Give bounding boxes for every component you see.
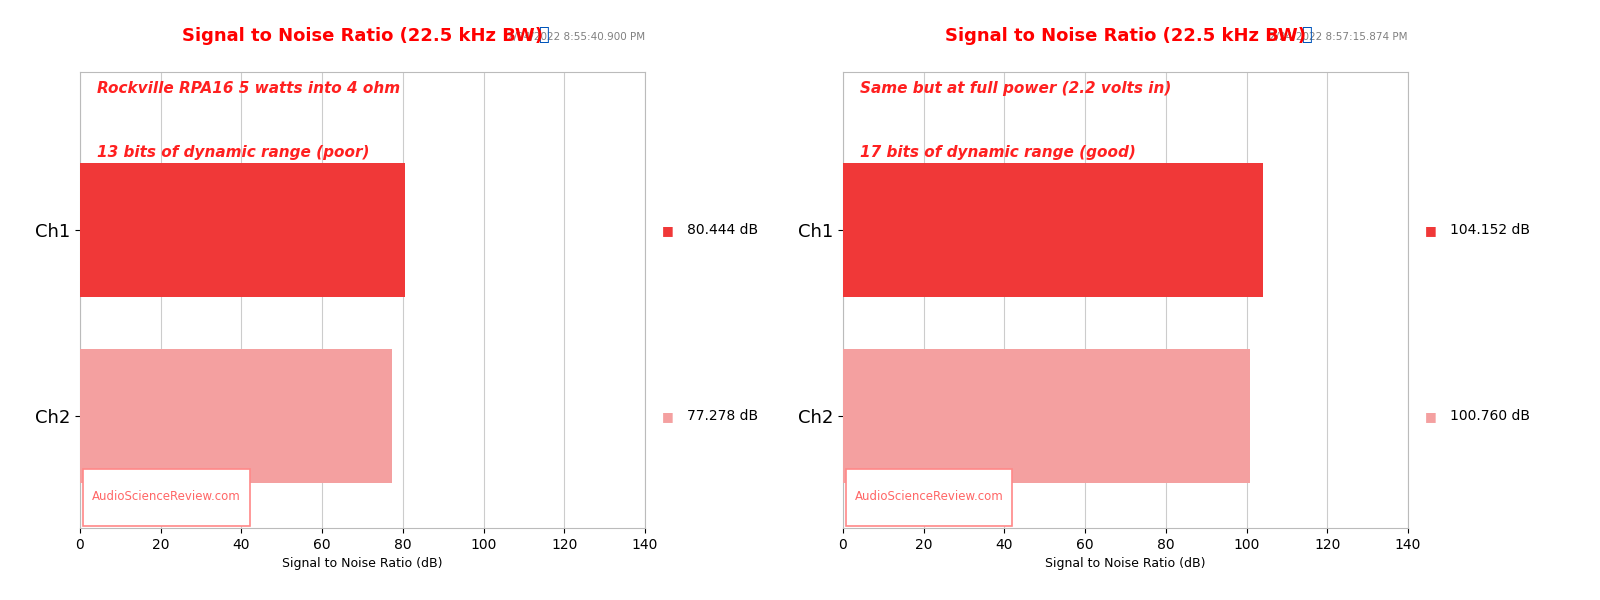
Text: 77.278 dB: 77.278 dB xyxy=(688,409,758,424)
FancyBboxPatch shape xyxy=(83,469,250,526)
Text: ■: ■ xyxy=(662,410,674,423)
Text: 13 bits of dynamic range (poor): 13 bits of dynamic range (poor) xyxy=(98,145,370,160)
Text: ■: ■ xyxy=(662,224,674,237)
Text: ■: ■ xyxy=(1426,224,1437,237)
Text: AudioScienceReview.com: AudioScienceReview.com xyxy=(91,490,240,503)
Bar xyxy=(80,349,392,484)
Text: Ⓐ: Ⓐ xyxy=(1301,26,1312,44)
Text: Ⓐ: Ⓐ xyxy=(538,26,549,44)
Bar xyxy=(843,349,1250,484)
Text: 17 bits of dynamic range (good): 17 bits of dynamic range (good) xyxy=(859,145,1136,160)
Title: Signal to Noise Ratio (22.5 kHz BW): Signal to Noise Ratio (22.5 kHz BW) xyxy=(182,28,542,46)
Bar xyxy=(843,163,1264,297)
Text: AudioScienceReview.com: AudioScienceReview.com xyxy=(854,490,1003,503)
X-axis label: Signal to Noise Ratio (dB): Signal to Noise Ratio (dB) xyxy=(1045,557,1206,570)
Text: 2/24/2022 8:57:15.874 PM: 2/24/2022 8:57:15.874 PM xyxy=(1269,32,1408,43)
Text: Same but at full power (2.2 volts in): Same but at full power (2.2 volts in) xyxy=(859,81,1171,96)
Text: 104.152 dB: 104.152 dB xyxy=(1450,223,1530,237)
Text: 100.760 dB: 100.760 dB xyxy=(1450,409,1530,424)
Text: 80.444 dB: 80.444 dB xyxy=(688,223,758,237)
Text: ■: ■ xyxy=(1426,410,1437,423)
Title: Signal to Noise Ratio (22.5 kHz BW): Signal to Noise Ratio (22.5 kHz BW) xyxy=(946,28,1306,46)
Text: 2/24/2022 8:55:40.900 PM: 2/24/2022 8:55:40.900 PM xyxy=(507,32,645,43)
Text: Rockville RPA16 5 watts into 4 ohm: Rockville RPA16 5 watts into 4 ohm xyxy=(98,81,400,96)
FancyBboxPatch shape xyxy=(846,469,1013,526)
X-axis label: Signal to Noise Ratio (dB): Signal to Noise Ratio (dB) xyxy=(282,557,443,570)
Bar xyxy=(80,163,405,297)
